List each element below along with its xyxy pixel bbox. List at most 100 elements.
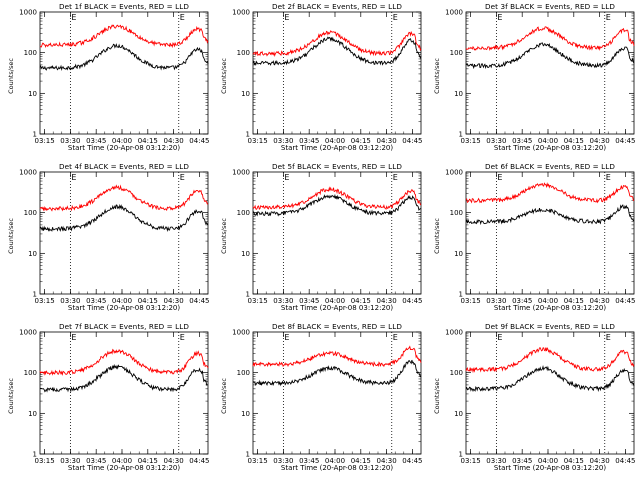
x-tick-label: 04:30	[164, 297, 184, 305]
detector-panel-5: 1 10 100 1000 03:15 03:30 03:45 04:00 04:15 04:30…	[213, 160, 426, 320]
y-axis-label: Counts/sec	[220, 378, 228, 414]
chart-svg: 1 10 100 1000 03:15 03:30 03:45 04:00 04:15 04:30…	[232, 9, 422, 146]
plot-frame	[252, 11, 422, 135]
x-tick-label: 04:45	[189, 297, 209, 305]
event-flag-label: E	[71, 13, 76, 22]
events-series-line	[252, 193, 422, 217]
event-flag-label: E	[284, 173, 289, 182]
x-tick-label: 04:00	[325, 137, 345, 145]
x-tick-label: 03:45	[299, 297, 319, 305]
events-series-line	[465, 204, 635, 226]
y-tick-label: 1	[459, 131, 463, 139]
y-axis-label: Counts/sec	[433, 378, 441, 414]
y-tick-label: 100	[450, 49, 463, 57]
plot-frame	[465, 331, 635, 455]
events-series-line	[39, 363, 209, 393]
events-series-line	[465, 42, 635, 70]
plot-frame	[39, 11, 209, 135]
y-tick-label: 100	[450, 369, 463, 377]
y-tick-label: 10	[28, 410, 37, 418]
y-tick-label: 1	[33, 291, 37, 299]
y-tick-label: 1	[246, 131, 250, 139]
y-tick-label: 100	[24, 49, 37, 57]
event-flag-label: E	[71, 333, 76, 342]
y-tick-label: 10	[454, 250, 463, 258]
x-tick-label: 04:45	[615, 137, 635, 145]
x-tick-label: 03:15	[460, 457, 480, 465]
x-axis-label: Start Time (20-Apr-08 03:12:20)	[67, 304, 181, 312]
y-tick-label: 1	[459, 291, 463, 299]
x-tick-label: 04:15	[138, 137, 158, 145]
x-tick-label: 04:00	[325, 457, 345, 465]
x-axis-label: Start Time (20-Apr-08 03:12:20)	[67, 464, 181, 472]
y-axis-label: Counts/sec	[7, 218, 15, 254]
y-axis-label: Counts/sec	[220, 58, 228, 94]
chart-svg: 1 10 100 1000 03:15 03:30 03:45 04:00 04:15 04:30…	[19, 329, 209, 466]
y-tick-label: 1000	[19, 9, 37, 17]
x-tick-label: 04:15	[351, 457, 371, 465]
x-tick-label: 03:45	[512, 297, 532, 305]
panel-title: Det 7f BLACK = Events, RED = LLD	[59, 322, 189, 331]
x-tick-label: 03:15	[460, 297, 480, 305]
lld-series-line	[252, 345, 422, 368]
x-tick-label: 03:15	[247, 137, 267, 145]
panel-title: Det 4f BLACK = Events, RED = LLD	[59, 162, 189, 171]
y-tick-label: 1	[33, 451, 37, 459]
detector-panel-9: 1 10 100 1000 03:15 03:30 03:45 04:00 04:15 04:30…	[426, 320, 639, 480]
x-tick-label: 04:30	[377, 297, 397, 305]
y-tick-label: 1000	[445, 9, 463, 17]
x-tick-label: 04:15	[138, 457, 158, 465]
x-tick-label: 04:45	[402, 457, 422, 465]
x-tick-label: 04:30	[590, 457, 610, 465]
events-series-line	[465, 365, 635, 393]
x-tick-label: 04:00	[538, 457, 558, 465]
x-tick-label: 03:45	[86, 137, 106, 145]
event-flag-label: E	[606, 13, 611, 22]
x-tick-label: 03:45	[512, 457, 532, 465]
detector-panel-3: 1 10 100 1000 03:15 03:30 03:45 04:00 04:15 04:30…	[426, 0, 639, 160]
lld-series-line	[465, 347, 635, 374]
events-series-line	[39, 203, 209, 233]
x-tick-label: 04:30	[377, 457, 397, 465]
chart-svg: 1 10 100 1000 03:15 03:30 03:45 04:00 04:15 04:30…	[232, 169, 422, 306]
y-tick-label: 10	[454, 90, 463, 98]
chart-svg: 1 10 100 1000 03:15 03:30 03:45 04:00 04:15 04:30…	[445, 329, 635, 466]
panel-title: Det 1f BLACK = Events, RED = LLD	[59, 2, 189, 11]
x-axis-label: Start Time (20-Apr-08 03:12:20)	[493, 464, 607, 472]
x-tick-label: 04:30	[377, 137, 397, 145]
x-tick-label: 03:30	[273, 457, 293, 465]
x-tick-label: 03:15	[34, 457, 54, 465]
y-tick-label: 100	[450, 209, 463, 217]
y-tick-label: 1000	[19, 169, 37, 177]
y-tick-label: 1000	[232, 169, 250, 177]
lld-series-line	[465, 26, 635, 52]
y-tick-label: 1000	[445, 169, 463, 177]
x-tick-label: 04:45	[189, 137, 209, 145]
event-flag-label: E	[497, 173, 502, 182]
x-tick-label: 04:15	[564, 457, 584, 465]
plot-frame	[465, 11, 635, 135]
y-tick-label: 10	[28, 90, 37, 98]
x-axis-label: Start Time (20-Apr-08 03:12:20)	[280, 304, 394, 312]
x-tick-label: 04:45	[615, 457, 635, 465]
plot-frame	[252, 171, 422, 295]
panel-title: Det 6f BLACK = Events, RED = LLD	[485, 162, 615, 171]
detector-panel-4: 1 10 100 1000 03:15 03:30 03:45 04:00 04:15 04:30…	[0, 160, 213, 320]
x-tick-label: 03:30	[486, 457, 506, 465]
x-tick-label: 03:15	[34, 137, 54, 145]
y-tick-label: 1	[246, 451, 250, 459]
y-tick-label: 100	[24, 209, 37, 217]
y-tick-label: 10	[28, 250, 37, 258]
x-tick-label: 03:30	[60, 137, 80, 145]
x-tick-label: 04:00	[112, 457, 132, 465]
event-flag-label: E	[393, 173, 398, 182]
event-flag-label: E	[393, 333, 398, 342]
x-tick-label: 04:30	[164, 137, 184, 145]
lld-series-line	[39, 348, 209, 377]
y-tick-label: 100	[237, 209, 250, 217]
y-tick-label: 1	[246, 291, 250, 299]
panel-title: Det 2f BLACK = Events, RED = LLD	[272, 2, 402, 11]
x-tick-label: 04:00	[112, 137, 132, 145]
x-tick-label: 04:00	[538, 137, 558, 145]
x-tick-label: 04:15	[138, 297, 158, 305]
